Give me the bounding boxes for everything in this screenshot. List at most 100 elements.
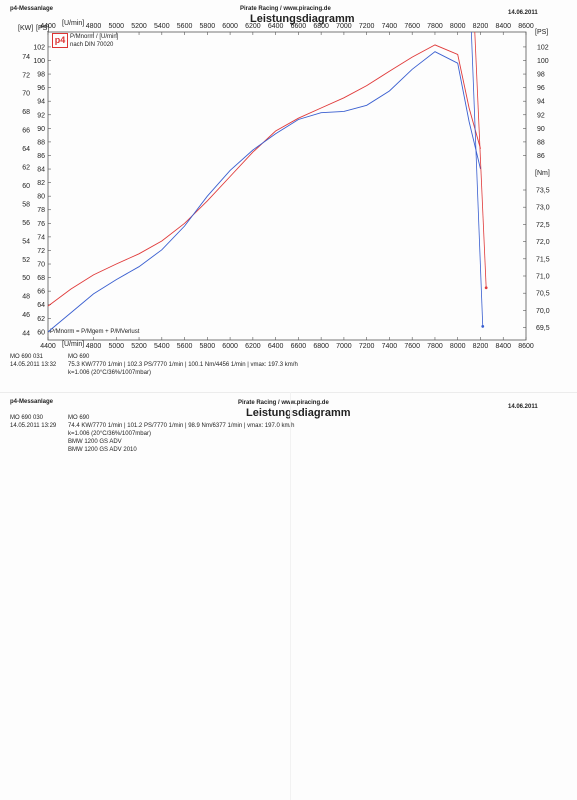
- kw-axis-label: [KW]: [18, 25, 34, 32]
- p4-logo: p4: [52, 33, 68, 48]
- red-drop-line: [474, 31, 487, 288]
- kw-tick-label: 50: [22, 275, 30, 282]
- ps-right-tick-label: 96: [537, 85, 545, 92]
- x-tick-label-top: 7000: [336, 23, 352, 30]
- ps-right-tick-label: 88: [537, 139, 545, 146]
- ps-tick-label: 94: [37, 99, 45, 106]
- ps-tick-label: 76: [37, 221, 45, 228]
- legend-line1: P/Mnorm / [U/min]: [70, 34, 119, 40]
- kw-tick-label: 70: [22, 91, 30, 98]
- company-name: Pirate Racing / www.piracing.de: [240, 6, 331, 12]
- x-tick-label-bottom: 8600: [518, 343, 534, 350]
- legend-formula: P/Mnorm = P/Mgem + P/MVerlust: [50, 329, 140, 335]
- footer-result: 75.3 KW/7770 1/min | 102.3 PS/7770 1/min…: [68, 362, 298, 368]
- nm-tick-label: 70,5: [536, 291, 550, 298]
- x-unit-label-top: [U/min]: [62, 20, 85, 27]
- x-tick-label-bottom: 8000: [450, 343, 466, 350]
- x-tick-label-bottom: 6800: [313, 343, 329, 350]
- ps-tick-label: 96: [37, 85, 45, 92]
- ps-tick-label: 74: [37, 234, 45, 241]
- kw-tick-label: 68: [22, 109, 30, 116]
- sheet-date: 14.06.2011: [508, 10, 538, 16]
- kw-tick-label: 72: [22, 72, 30, 79]
- sheet2-datetime: 14.05.2011 13:29: [10, 423, 57, 429]
- x-tick-label-top: 8600: [518, 23, 534, 30]
- fold-line: [290, 392, 291, 800]
- x-tick-label-top: 7600: [404, 23, 420, 30]
- sheet2-correction: k=1.006 (20°C/36%/1007mbar): [68, 431, 151, 437]
- x-tick-label-bottom: 5200: [131, 343, 147, 350]
- ps-axis-label-right: [PS]: [535, 29, 549, 36]
- ps-tick-label: 60: [37, 329, 45, 336]
- ps-tick-label: 90: [37, 126, 45, 133]
- ps-tick-label: 92: [37, 112, 45, 119]
- x-tick-label-bottom: 8400: [495, 343, 511, 350]
- x-tick-label-top: 5400: [154, 23, 170, 30]
- ps-right-tick-label: 102: [537, 44, 549, 51]
- footer-datetime: 14.05.2011 13:32: [10, 362, 57, 368]
- ps-tick-label: 100: [33, 58, 45, 65]
- x-tick-label-top: 6400: [268, 23, 284, 30]
- x-tick-label-bottom: 5400: [154, 343, 170, 350]
- x-tick-label-bottom: 6600: [291, 343, 307, 350]
- nm-tick-label: 71,5: [536, 256, 550, 263]
- ps-tick-label: 84: [37, 167, 45, 174]
- nm-tick-label: 72,0: [536, 239, 550, 246]
- x-tick-label-bottom: 6200: [245, 343, 261, 350]
- x-tick-label-top: 8000: [450, 23, 466, 30]
- ps-tick-label: 66: [37, 289, 45, 296]
- power-chart: 4400 4400 4800 4800 5000 5000 5200 5200 5400 5400…: [22, 23, 550, 350]
- footer-model: MO 690: [68, 354, 90, 360]
- ps-right-tick-label: 92: [537, 112, 545, 119]
- ps-tick-label: 80: [37, 194, 45, 201]
- x-tick-label-top: 5200: [131, 23, 147, 30]
- x-tick-label-top: 4400: [40, 23, 56, 30]
- nm-tick-label: 70,0: [536, 308, 550, 315]
- ps-tick-label: 102: [33, 44, 45, 51]
- x-tick-label-top: 5600: [177, 23, 193, 30]
- x-tick-label-top: 7800: [427, 23, 443, 30]
- x-tick-label-bottom: 4400: [40, 343, 56, 350]
- x-tick-label-bottom: 7200: [359, 343, 375, 350]
- chart-title-2: Leistungsdiagramm: [246, 407, 351, 419]
- x-tick-label-top: 8200: [473, 23, 489, 30]
- app-name: p4-Messanlage: [10, 6, 54, 12]
- blue-end-point: [481, 325, 485, 328]
- x-tick-label-top: 7200: [359, 23, 375, 30]
- x-tick-label-top: 5000: [108, 23, 124, 30]
- chart-axes: [47, 31, 527, 341]
- sheet2-id: MO 690 030: [10, 415, 44, 421]
- nm-tick-label: 72,5: [536, 222, 550, 229]
- nm-tick-label: 73,0: [536, 205, 550, 212]
- app-name-2: p4-Messanlage: [10, 399, 54, 405]
- x-tick-label-top: 6800: [313, 23, 329, 30]
- kw-tick-label: 54: [22, 238, 30, 245]
- kw-tick-label: 74: [22, 54, 30, 61]
- page-divider: [0, 392, 577, 393]
- ps-tick-label: 86: [37, 153, 45, 160]
- plot-frame: [47, 31, 527, 341]
- ps-right-tick-label: 98: [537, 72, 545, 79]
- x-tick-label-top: 6000: [222, 23, 238, 30]
- footer-id: MO 690 031: [10, 354, 44, 360]
- legend-line2: nach DIN 70020: [70, 42, 114, 48]
- chart-curves: [47, 31, 488, 333]
- ps-tick-label: 68: [37, 275, 45, 282]
- sheet2-bike: BMW 1200 GS ADV: [68, 439, 122, 445]
- x-tick-label-bottom: 5800: [200, 343, 216, 350]
- nm-tick-label: 69,5: [536, 325, 550, 332]
- x-tick-label-bottom: 5600: [177, 343, 193, 350]
- x-tick-label-bottom: 7800: [427, 343, 443, 350]
- x-tick-labels: 4400 4400 4800 4800 5000 5000 5200 5200 5400 5400…: [40, 23, 534, 350]
- chart-title: Leistungsdiagramm: [250, 13, 355, 25]
- sheet-date-2: 14.06.2011: [508, 404, 538, 410]
- ps-right-tick-label: 100: [537, 58, 549, 65]
- ps-tick-label: 82: [37, 180, 45, 187]
- x-tick-label-top: 8400: [495, 23, 511, 30]
- footer-correction: k=1.006 (20°C/36%/1007mbar): [68, 370, 151, 376]
- kw-tick-label: 62: [22, 165, 30, 172]
- kw-tick-label: 52: [22, 257, 30, 264]
- sheet2-bike-year: BMW 1200 GS ADV 2010: [68, 447, 137, 453]
- sheet2-result: 74.4 KW/7770 1/min | 101.2 PS/7770 1/min…: [68, 423, 295, 429]
- ps-right-tick-label: 86: [537, 153, 545, 160]
